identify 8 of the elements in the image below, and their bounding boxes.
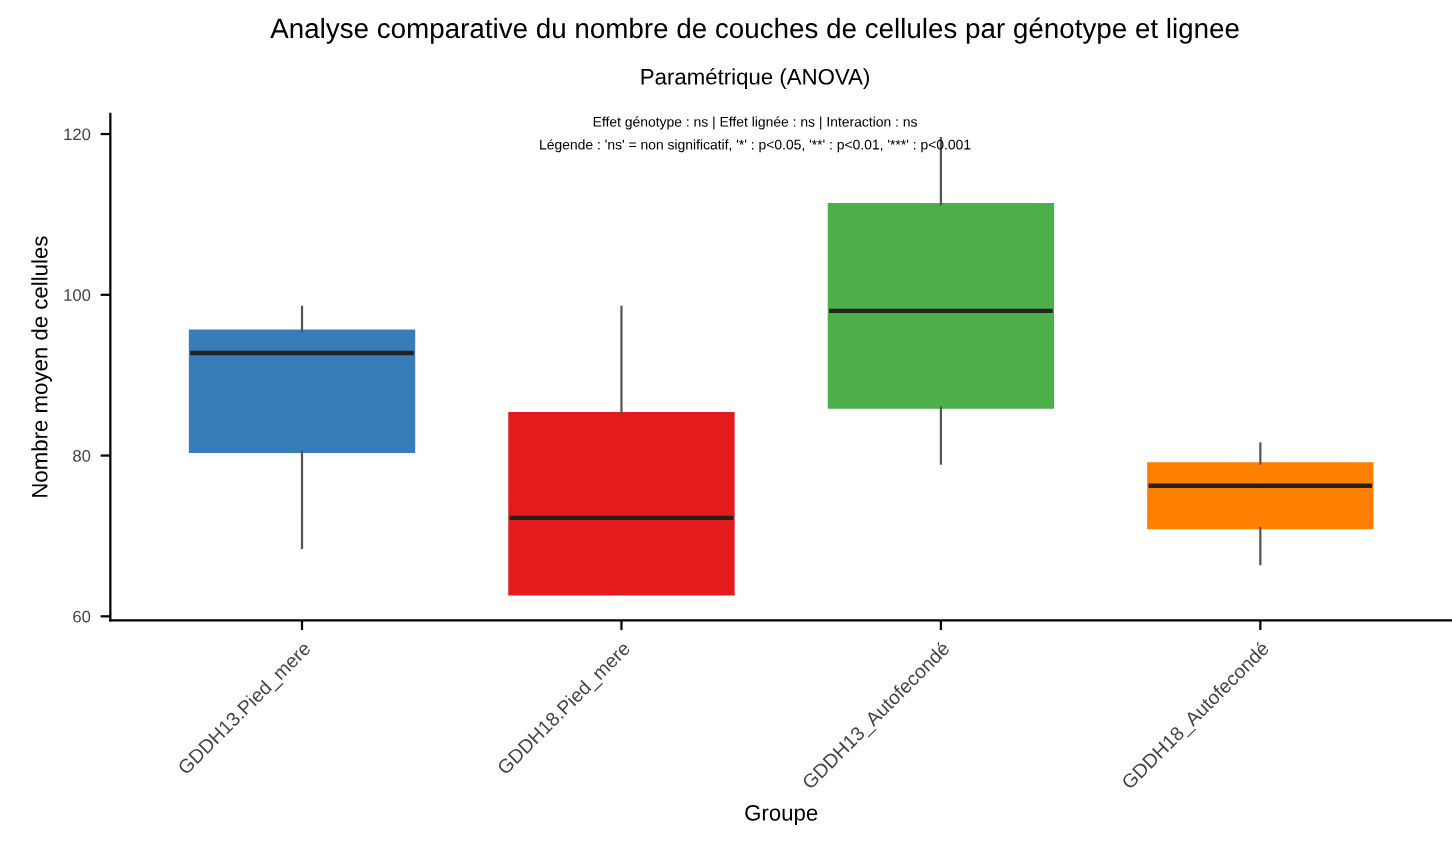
y-tick-label: 120 xyxy=(64,128,91,141)
x-axis-title: Groupe xyxy=(745,804,818,826)
chart-subtitle: Paramétrique (ANOVA) xyxy=(641,68,869,90)
chart-title: Analyse comparative du nombre de couches de cellules par génotype et lignee xyxy=(270,17,1239,44)
y-axis-title: Nombre moyen de cellules xyxy=(31,236,52,497)
y-tick-label: 100 xyxy=(64,289,91,301)
y-tick-label: 80 xyxy=(73,449,91,462)
y-tick-label: 60 xyxy=(73,610,91,623)
